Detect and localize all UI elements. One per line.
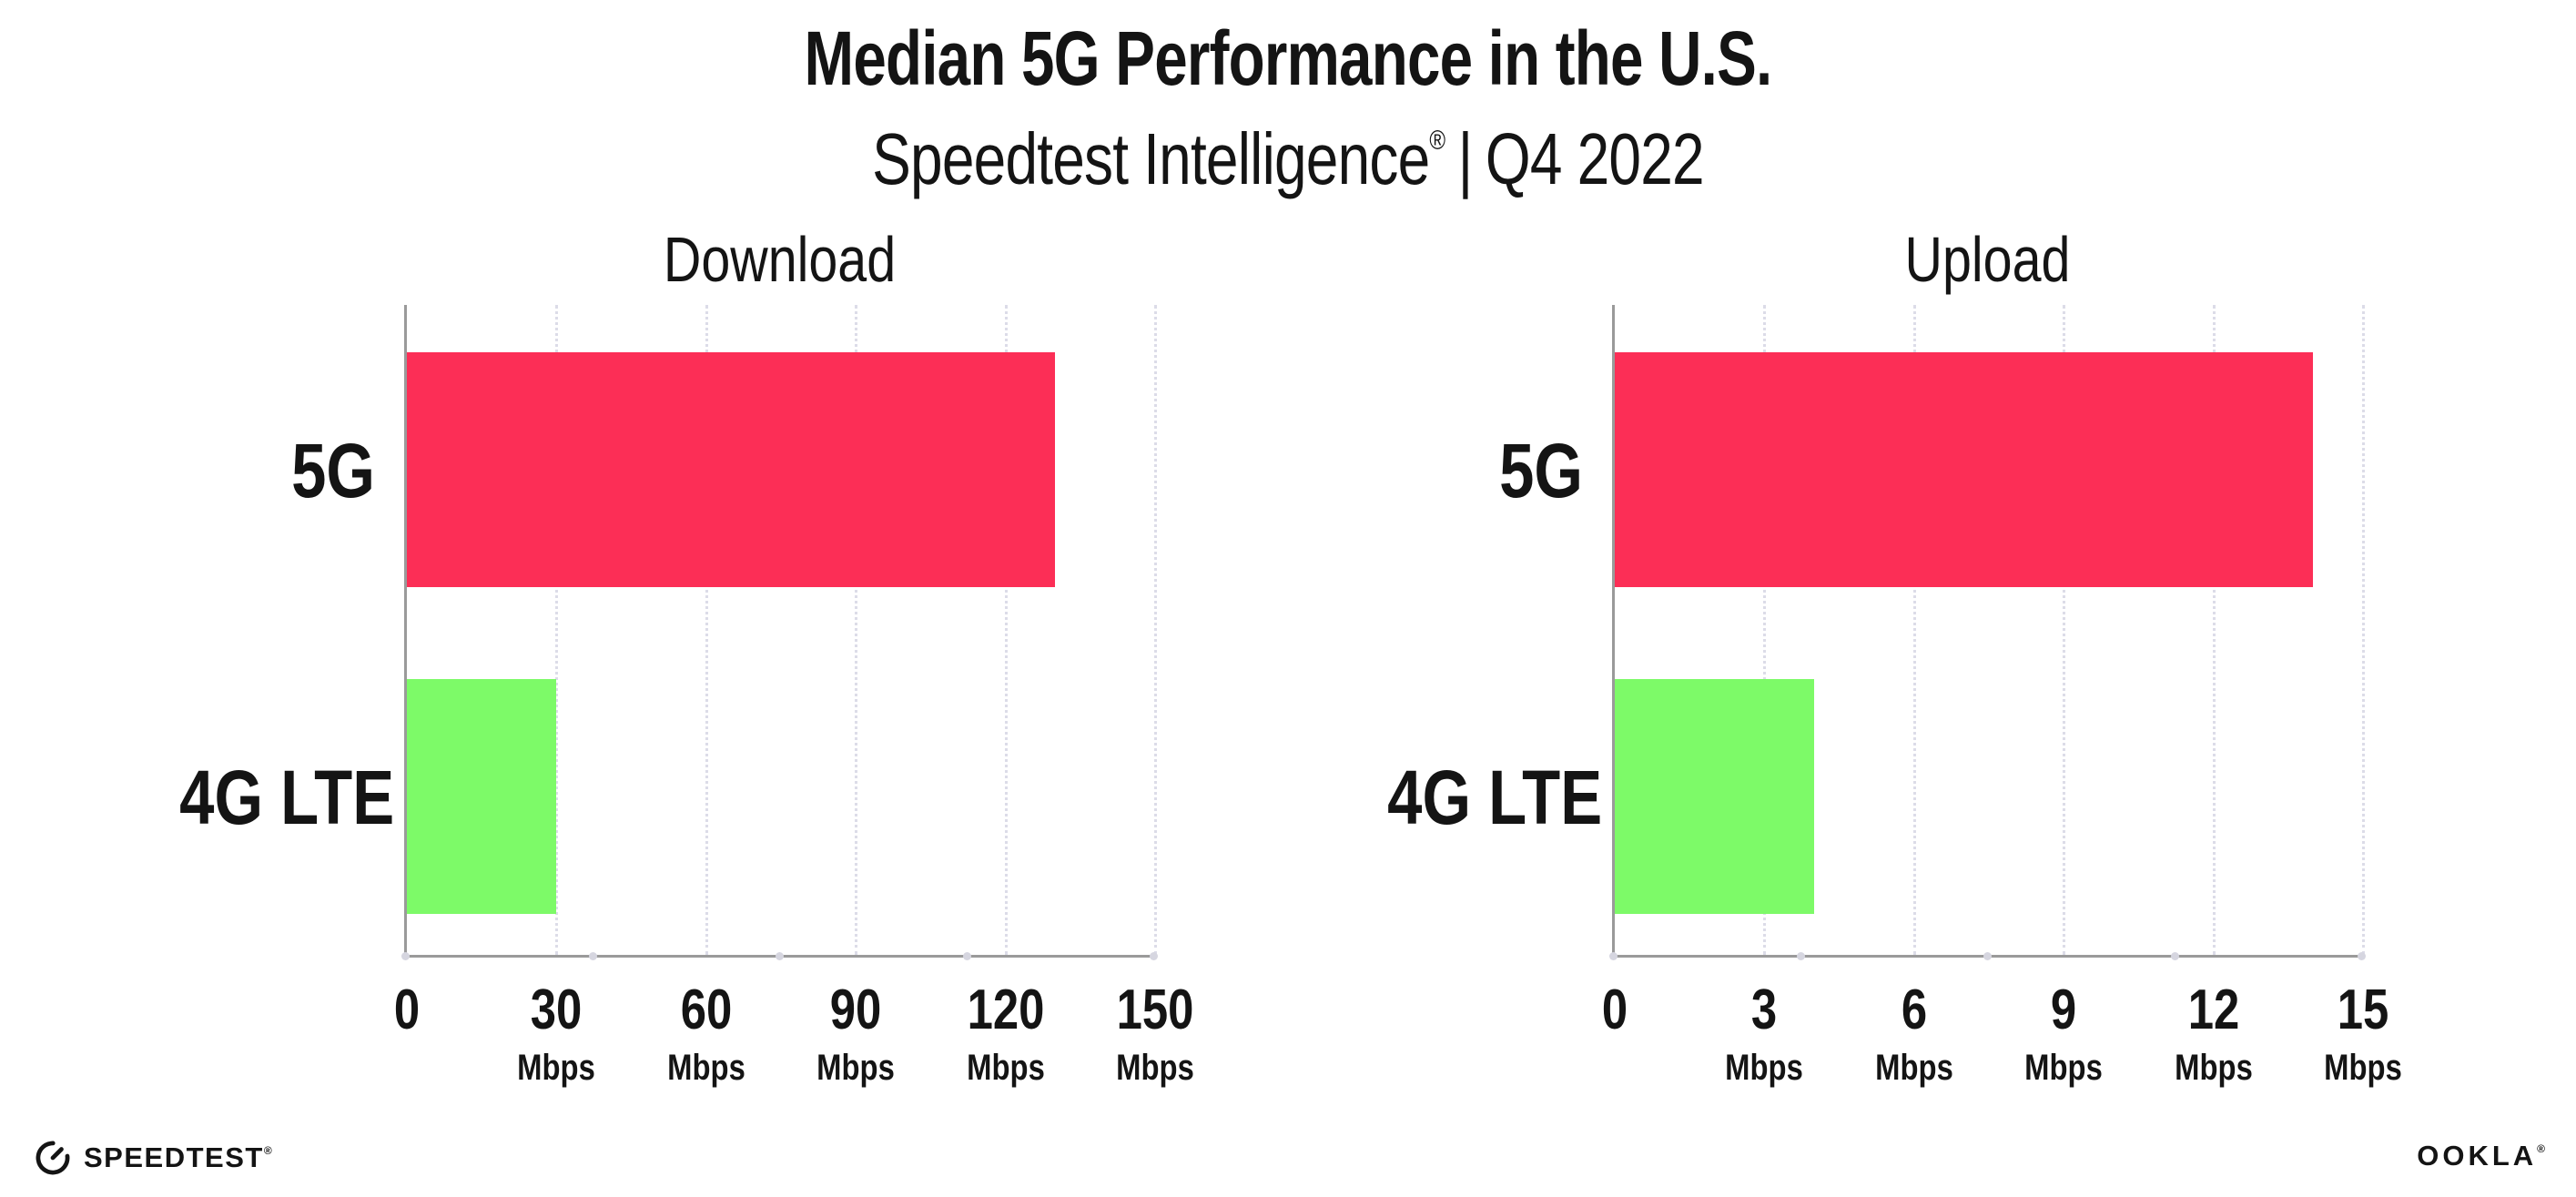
download-chart: Download 0 30 Mbps 60 Mbps 90 Mbps 120 Mbps 150 Mb… bbox=[137, 223, 1194, 1133]
axis-tick-dot bbox=[1796, 952, 1805, 960]
x-tick-60: 60 Mbps bbox=[624, 979, 788, 1088]
x-tick-12: 12 Mbps bbox=[2131, 979, 2295, 1088]
upload-plot-area: 0 3 Mbps 6 Mbps 9 Mbps 12 Mbps 15 Mbps bbox=[1602, 305, 2402, 1086]
gridline-3 bbox=[1763, 305, 1767, 955]
category-label-4g-lte: 4G LTE bbox=[1387, 755, 1603, 840]
gridline-9 bbox=[2063, 305, 2066, 955]
gridline-6 bbox=[1912, 305, 1916, 955]
speedtest-logo: SPEEDTEST® bbox=[33, 1138, 272, 1178]
x-tick-15: 15 Mbps bbox=[2281, 979, 2445, 1088]
upload-chart-title: Upload bbox=[1904, 224, 2071, 295]
subtitle-separator: | bbox=[1457, 118, 1474, 199]
x-tick-30: 30 Mbps bbox=[474, 979, 638, 1088]
x-tick-unit: Mbps bbox=[1725, 1048, 1804, 1088]
category-label-5g: 5G bbox=[1499, 428, 1583, 513]
ookla-wordmark: OOKLA® bbox=[2417, 1140, 2545, 1172]
speedtest-wordmark: SPEEDTEST® bbox=[84, 1141, 272, 1174]
x-tick-unit: Mbps bbox=[666, 1048, 745, 1088]
download-plot-area: 0 30 Mbps 60 Mbps 90 Mbps 120 Mbps 150 Mbps bbox=[394, 305, 1194, 1086]
bar-4g-lte bbox=[407, 679, 557, 914]
axis-tick-dot bbox=[1983, 952, 1992, 960]
upload-chart: Upload 0 3 Mbps 6 Mbps 9 Mbps 12 Mbps 15 Mbps 5G 4G… bbox=[1344, 223, 2402, 1133]
x-tick-unit: Mbps bbox=[2174, 1048, 2253, 1088]
x-tick-value: 30 bbox=[531, 979, 583, 1041]
x-tick-value: 9 bbox=[2051, 979, 2077, 1041]
category-label-4g-lte: 4G LTE bbox=[179, 755, 395, 840]
x-tick-150: 150 Mbps bbox=[1073, 979, 1237, 1088]
speedtest-registered-mark: ® bbox=[263, 1144, 272, 1157]
axis-tick-dot bbox=[776, 952, 784, 960]
x-tick-unit: Mbps bbox=[1116, 1048, 1194, 1088]
x-tick-0: 0 bbox=[325, 982, 489, 1039]
category-label-5g: 5G bbox=[291, 428, 375, 513]
gridline-120 bbox=[1004, 305, 1008, 955]
x-tick-unit: Mbps bbox=[966, 1048, 1045, 1088]
x-tick-value: 120 bbox=[967, 979, 1045, 1041]
x-tick-value: 0 bbox=[1601, 979, 1628, 1041]
gridline-150 bbox=[1154, 305, 1157, 955]
x-tick-value: 15 bbox=[2337, 979, 2389, 1041]
subtitle-brand: Speedtest Intelligence bbox=[872, 118, 1430, 199]
axis-tick-dot bbox=[2358, 952, 2366, 960]
x-tick-value: 3 bbox=[1751, 979, 1778, 1041]
x-tick-value: 0 bbox=[393, 979, 421, 1041]
axis-tick-dot bbox=[1609, 952, 1618, 960]
x-tick-unit: Mbps bbox=[816, 1048, 896, 1088]
ookla-wordmark-text: OOKLA bbox=[2417, 1140, 2538, 1172]
x-tick-unit: Mbps bbox=[517, 1048, 596, 1088]
axis-tick-dot bbox=[588, 952, 597, 960]
x-tick-value: 6 bbox=[1901, 979, 1927, 1041]
page-title: Median 5G Performance in the U.S. bbox=[804, 15, 1773, 101]
gridline-90 bbox=[855, 305, 858, 955]
gridline-60 bbox=[705, 305, 708, 955]
gridline-30 bbox=[555, 305, 559, 955]
axis-tick-dot bbox=[962, 952, 971, 960]
gridline-15 bbox=[2362, 305, 2365, 955]
axis-tick-dot bbox=[401, 952, 410, 960]
x-tick-3: 3 Mbps bbox=[1682, 979, 1846, 1088]
x-tick-value: 90 bbox=[829, 979, 882, 1041]
subtitle-period: Q4 2022 bbox=[1485, 118, 1705, 199]
x-tick-6: 6 Mbps bbox=[1832, 979, 1996, 1088]
speedtest-wordmark-text: SPEEDTEST bbox=[84, 1141, 264, 1173]
ookla-logo: OOKLA® bbox=[2417, 1140, 2545, 1172]
header: Median 5G Performance in the U.S. Speedt… bbox=[0, 15, 2576, 201]
axis-tick-dot bbox=[1150, 952, 1158, 960]
x-tick-120: 120 Mbps bbox=[923, 979, 1087, 1088]
speedtest-gauge-icon bbox=[35, 1141, 70, 1175]
ookla-registered-mark: ® bbox=[2537, 1142, 2545, 1155]
x-tick-unit: Mbps bbox=[2324, 1048, 2402, 1088]
page-subtitle: Speedtest Intelligence® | Q4 2022 bbox=[258, 117, 2318, 201]
axis-tick-dot bbox=[2170, 952, 2179, 960]
bar-5g bbox=[1615, 352, 2314, 587]
x-tick-unit: Mbps bbox=[1874, 1048, 1953, 1088]
bar-5g bbox=[407, 352, 1056, 587]
x-tick-90: 90 Mbps bbox=[774, 979, 938, 1088]
x-tick-9: 9 Mbps bbox=[1982, 979, 2145, 1088]
x-tick-value: 60 bbox=[680, 979, 733, 1041]
download-chart-title: Download bbox=[663, 224, 897, 295]
x-tick-value: 150 bbox=[1116, 979, 1194, 1041]
x-tick-value: 12 bbox=[2187, 979, 2239, 1041]
x-tick-0: 0 bbox=[1533, 982, 1697, 1039]
registered-mark: ® bbox=[1429, 126, 1445, 156]
gridline-12 bbox=[2212, 305, 2216, 955]
bar-4g-lte bbox=[1615, 679, 1815, 914]
x-tick-unit: Mbps bbox=[2024, 1048, 2104, 1088]
